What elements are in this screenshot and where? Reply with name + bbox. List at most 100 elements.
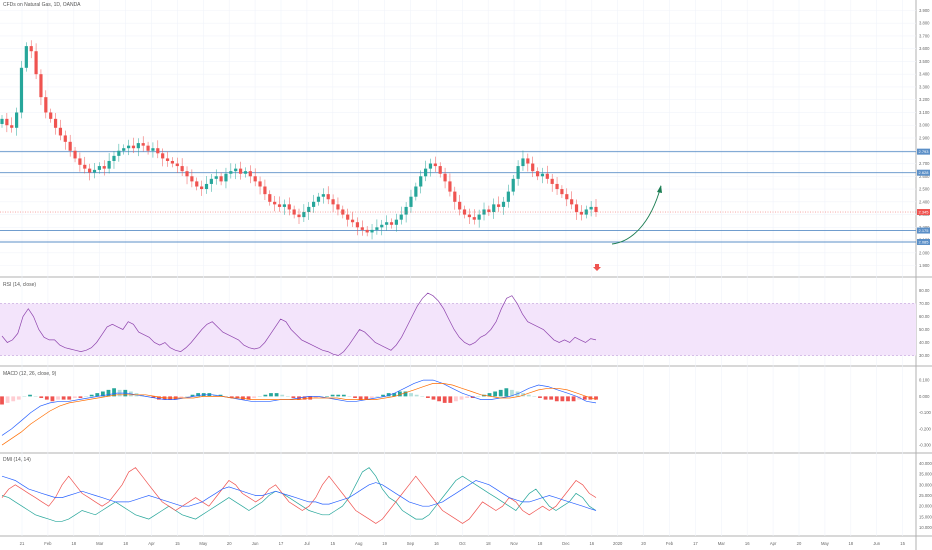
price-tick-label: 2.600: [919, 174, 930, 179]
price-tick-label: 2.700: [919, 161, 930, 166]
candle-body: [185, 171, 189, 177]
time-tick-label: 16: [745, 541, 750, 546]
candle-body: [180, 166, 184, 172]
macd-histogram-bar: [498, 389, 503, 397]
macd-histogram-bar: [358, 396, 363, 400]
macd-histogram-bar: [414, 394, 419, 397]
macd-histogram-bar: [61, 396, 66, 400]
price-tick-label: 3.200: [919, 97, 930, 102]
time-axis[interactable]: 21 Feb 18 Mar 18 Apr 15 May 20 Jun 17 Jul 15 Aug 19 Sep…: [20, 541, 906, 546]
macd-histogram-bar: [16, 396, 21, 400]
level-price-tag: [917, 169, 930, 176]
candle-body: [92, 169, 97, 173]
candle-body: [238, 168, 243, 174]
macd-histogram-bar: [285, 396, 290, 397]
candle-body: [443, 173, 447, 182]
time-tick-label: 18: [848, 541, 853, 546]
candle-body: [170, 160, 175, 164]
candle-body: [501, 201, 506, 207]
level-price-tag: [917, 227, 930, 234]
macd-histogram-bar: [89, 394, 94, 397]
candle-body: [316, 196, 321, 202]
level-price-tag-label: 2.793: [919, 149, 930, 154]
macd-histogram-bar: [257, 396, 262, 397]
candle-body: [404, 206, 408, 215]
macd-histogram-bar: [95, 393, 100, 397]
macd-histogram-bar: [274, 393, 279, 397]
macd-histogram-bar: [112, 388, 116, 397]
price-pane[interactable]: CFDs on Natural Gas, 1D, OANDA: [0, 2, 916, 271]
candle-body: [487, 209, 491, 213]
dmi-pane[interactable]: DMI (14, 14): [1, 457, 597, 524]
candle-body: [190, 176, 194, 182]
macd-pane[interactable]: MACD (12, 26, close, 9): [0, 371, 598, 446]
candle-body: [219, 176, 223, 182]
macd-histogram-bar: [437, 396, 441, 402]
time-tick-label: Jul: [304, 541, 309, 546]
candle-body: [175, 163, 179, 167]
macd-histogram-bar: [246, 396, 251, 400]
candle-body: [88, 168, 92, 173]
macd-histogram-bar: [465, 396, 470, 398]
price-axis[interactable]: 3.900 3.800 3.700 3.600 3.500 3.400 3.300 3.200…: [917, 8, 932, 530]
price-tick-label: 3.600: [919, 46, 930, 51]
rsi-pane[interactable]: RSI (14, close): [0, 282, 916, 356]
candle-body: [375, 227, 379, 230]
symbol-title: CFDs on Natural Gas, 1D, OANDA: [3, 2, 81, 8]
candle-body: [380, 224, 384, 228]
candle-body: [550, 178, 554, 184]
macd-histogram-bar: [566, 396, 570, 402]
macd-histogram-bar: [571, 396, 576, 402]
rsi-tick-label: 60.00: [919, 314, 930, 319]
candle-body: [350, 219, 355, 223]
candle-body: [268, 194, 272, 202]
candle-body: [10, 125, 14, 128]
candle-body: [253, 176, 257, 182]
candle-body: [365, 229, 369, 233]
candle-body: [34, 51, 38, 75]
dmi-tick-label: 30.0000: [919, 482, 932, 487]
price-tick-label: 1.900: [919, 263, 930, 268]
macd-histogram-bar: [504, 388, 509, 397]
time-tick-label: Nov: [510, 541, 518, 546]
candle-body: [545, 173, 549, 179]
candle-body: [112, 155, 116, 161]
candle-body: [385, 222, 389, 225]
price-tick-label: 2.900: [919, 136, 930, 141]
macd-tick-label: -0.200: [919, 426, 932, 431]
macd-histogram-bar: [510, 389, 514, 397]
candle-body: [141, 143, 145, 146]
time-tick-label: 20: [641, 541, 646, 546]
macd-histogram-bar: [190, 394, 195, 397]
candle-body: [560, 189, 564, 195]
candle-body: [360, 227, 364, 230]
time-tick-label: Apr: [148, 541, 155, 546]
rsi-tick-label: 80.00: [919, 288, 930, 293]
candle-body: [273, 201, 277, 205]
time-tick-label: 18: [538, 541, 543, 546]
candle-body: [156, 148, 160, 154]
macd-histogram-bar: [526, 394, 531, 397]
candle-body: [282, 204, 286, 207]
candle-body: [200, 186, 204, 190]
candle-body: [438, 166, 442, 174]
macd-histogram-bar: [185, 396, 189, 397]
macd-histogram-bar: [330, 394, 335, 397]
time-tick-label: Oct: [459, 541, 466, 546]
price-tick-label: 2.000: [919, 250, 930, 255]
candle-body: [136, 143, 140, 149]
candle-body: [277, 204, 282, 207]
macd-histogram-bar: [213, 394, 217, 397]
candle-body: [102, 166, 106, 169]
candle-body: [579, 212, 583, 215]
macd-histogram-bar: [157, 396, 161, 400]
level-price-tag: [917, 239, 930, 246]
candle-body: [287, 204, 291, 210]
candle-body: [355, 222, 360, 228]
candle-body: [126, 145, 131, 149]
candle-body: [458, 201, 462, 210]
candle-body: [107, 160, 111, 169]
projection-arrow-icon: [657, 185, 662, 193]
candle-body: [292, 209, 296, 215]
